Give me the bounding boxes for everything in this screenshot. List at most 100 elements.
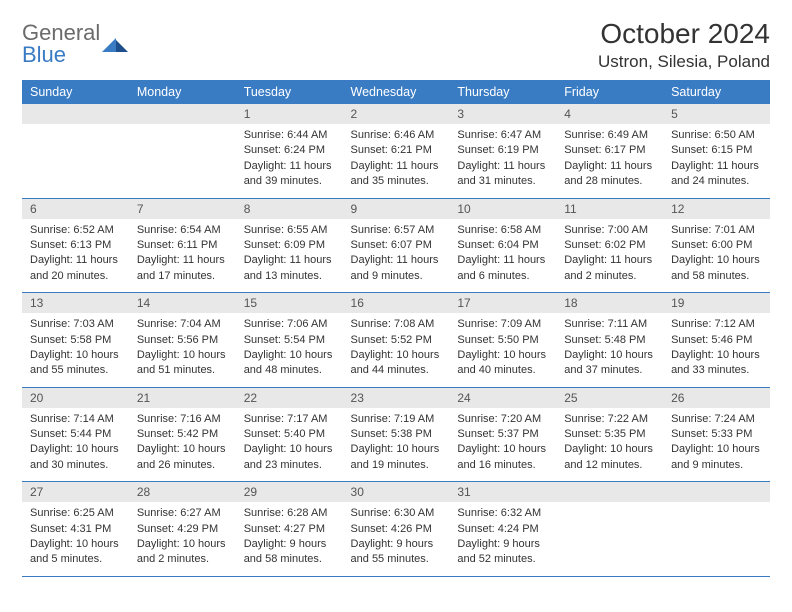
title-block: October 2024 Ustron, Silesia, Poland <box>598 18 770 72</box>
calendar-cell: 15Sunrise: 7:06 AMSunset: 5:54 PMDayligh… <box>236 293 343 388</box>
day-line: Daylight: 10 hours and 5 minutes. <box>30 537 121 568</box>
calendar-cell: 13Sunrise: 7:03 AMSunset: 5:58 PMDayligh… <box>22 293 129 388</box>
day-line: Sunset: 4:27 PM <box>244 522 335 537</box>
calendar-cell: 3Sunrise: 6:47 AMSunset: 6:19 PMDaylight… <box>449 104 556 198</box>
location-text: Ustron, Silesia, Poland <box>598 52 770 72</box>
day-number: 23 <box>343 388 450 408</box>
day-body: Sunrise: 6:32 AMSunset: 4:24 PMDaylight:… <box>449 502 556 576</box>
day-line: Daylight: 11 hours and 24 minutes. <box>671 159 762 190</box>
day-body: Sunrise: 6:49 AMSunset: 6:17 PMDaylight:… <box>556 124 663 198</box>
calendar-cell: 8Sunrise: 6:55 AMSunset: 6:09 PMDaylight… <box>236 198 343 293</box>
calendar-cell: 28Sunrise: 6:27 AMSunset: 4:29 PMDayligh… <box>129 482 236 577</box>
day-line: Sunrise: 6:47 AM <box>457 128 548 143</box>
calendar-cell: 29Sunrise: 6:28 AMSunset: 4:27 PMDayligh… <box>236 482 343 577</box>
day-number <box>663 482 770 502</box>
calendar-cell: 25Sunrise: 7:22 AMSunset: 5:35 PMDayligh… <box>556 387 663 482</box>
day-line: Daylight: 11 hours and 35 minutes. <box>351 159 442 190</box>
calendar-cell: 1Sunrise: 6:44 AMSunset: 6:24 PMDaylight… <box>236 104 343 198</box>
day-line: Daylight: 10 hours and 9 minutes. <box>671 442 762 473</box>
day-line: Daylight: 11 hours and 13 minutes. <box>244 253 335 284</box>
day-number: 28 <box>129 482 236 502</box>
header: General Blue October 2024 Ustron, Silesi… <box>22 18 770 72</box>
day-line: Sunrise: 7:01 AM <box>671 223 762 238</box>
day-body: Sunrise: 7:11 AMSunset: 5:48 PMDaylight:… <box>556 313 663 387</box>
day-line: Sunset: 5:48 PM <box>564 333 655 348</box>
day-line: Sunrise: 7:22 AM <box>564 412 655 427</box>
day-line: Daylight: 9 hours and 52 minutes. <box>457 537 548 568</box>
calendar-week-row: 1Sunrise: 6:44 AMSunset: 6:24 PMDaylight… <box>22 104 770 198</box>
weekday-header: Monday <box>129 80 236 104</box>
day-line: Sunset: 6:04 PM <box>457 238 548 253</box>
day-number: 1 <box>236 104 343 124</box>
calendar-cell: 19Sunrise: 7:12 AMSunset: 5:46 PMDayligh… <box>663 293 770 388</box>
day-body: Sunrise: 6:28 AMSunset: 4:27 PMDaylight:… <box>236 502 343 576</box>
day-line: Daylight: 10 hours and 48 minutes. <box>244 348 335 379</box>
day-number <box>556 482 663 502</box>
weekday-header: Friday <box>556 80 663 104</box>
day-number: 20 <box>22 388 129 408</box>
calendar-week-row: 27Sunrise: 6:25 AMSunset: 4:31 PMDayligh… <box>22 482 770 577</box>
calendar-cell: 21Sunrise: 7:16 AMSunset: 5:42 PMDayligh… <box>129 387 236 482</box>
calendar-cell: 7Sunrise: 6:54 AMSunset: 6:11 PMDaylight… <box>129 198 236 293</box>
calendar-cell <box>22 104 129 198</box>
day-body: Sunrise: 6:27 AMSunset: 4:29 PMDaylight:… <box>129 502 236 576</box>
day-number: 25 <box>556 388 663 408</box>
day-body: Sunrise: 6:44 AMSunset: 6:24 PMDaylight:… <box>236 124 343 198</box>
day-number: 21 <box>129 388 236 408</box>
calendar-cell: 18Sunrise: 7:11 AMSunset: 5:48 PMDayligh… <box>556 293 663 388</box>
day-line: Sunrise: 6:44 AM <box>244 128 335 143</box>
day-line: Sunset: 5:35 PM <box>564 427 655 442</box>
day-line: Daylight: 10 hours and 19 minutes. <box>351 442 442 473</box>
day-body: Sunrise: 6:55 AMSunset: 6:09 PMDaylight:… <box>236 219 343 293</box>
day-body <box>663 502 770 562</box>
weekday-header-row: Sunday Monday Tuesday Wednesday Thursday… <box>22 80 770 104</box>
page-title: October 2024 <box>598 18 770 50</box>
day-body: Sunrise: 7:16 AMSunset: 5:42 PMDaylight:… <box>129 408 236 482</box>
day-line: Sunset: 6:17 PM <box>564 143 655 158</box>
day-number: 8 <box>236 199 343 219</box>
day-body: Sunrise: 6:52 AMSunset: 6:13 PMDaylight:… <box>22 219 129 293</box>
calendar-cell: 16Sunrise: 7:08 AMSunset: 5:52 PMDayligh… <box>343 293 450 388</box>
day-line: Sunset: 6:13 PM <box>30 238 121 253</box>
calendar-cell: 22Sunrise: 7:17 AMSunset: 5:40 PMDayligh… <box>236 387 343 482</box>
day-line: Sunset: 6:15 PM <box>671 143 762 158</box>
day-line: Daylight: 11 hours and 39 minutes. <box>244 159 335 190</box>
day-line: Sunset: 5:44 PM <box>30 427 121 442</box>
day-number <box>22 104 129 124</box>
day-line: Sunset: 6:09 PM <box>244 238 335 253</box>
day-line: Sunrise: 7:20 AM <box>457 412 548 427</box>
logo: General Blue <box>22 18 128 66</box>
day-body: Sunrise: 7:01 AMSunset: 6:00 PMDaylight:… <box>663 219 770 293</box>
calendar-week-row: 13Sunrise: 7:03 AMSunset: 5:58 PMDayligh… <box>22 293 770 388</box>
day-body: Sunrise: 7:14 AMSunset: 5:44 PMDaylight:… <box>22 408 129 482</box>
day-line: Daylight: 9 hours and 55 minutes. <box>351 537 442 568</box>
day-number: 13 <box>22 293 129 313</box>
calendar-cell: 2Sunrise: 6:46 AMSunset: 6:21 PMDaylight… <box>343 104 450 198</box>
day-body: Sunrise: 7:20 AMSunset: 5:37 PMDaylight:… <box>449 408 556 482</box>
calendar-table: Sunday Monday Tuesday Wednesday Thursday… <box>22 80 770 577</box>
day-line: Sunset: 5:58 PM <box>30 333 121 348</box>
calendar-cell: 17Sunrise: 7:09 AMSunset: 5:50 PMDayligh… <box>449 293 556 388</box>
day-line: Sunrise: 6:32 AM <box>457 506 548 521</box>
day-body: Sunrise: 6:58 AMSunset: 6:04 PMDaylight:… <box>449 219 556 293</box>
calendar-cell <box>129 104 236 198</box>
day-line: Sunset: 4:24 PM <box>457 522 548 537</box>
day-body <box>22 124 129 184</box>
day-body: Sunrise: 6:47 AMSunset: 6:19 PMDaylight:… <box>449 124 556 198</box>
day-line: Sunset: 6:02 PM <box>564 238 655 253</box>
day-line: Daylight: 11 hours and 2 minutes. <box>564 253 655 284</box>
day-line: Daylight: 10 hours and 30 minutes. <box>30 442 121 473</box>
day-number: 19 <box>663 293 770 313</box>
weekday-header: Tuesday <box>236 80 343 104</box>
calendar-cell <box>556 482 663 577</box>
day-line: Sunrise: 6:27 AM <box>137 506 228 521</box>
weekday-header: Sunday <box>22 80 129 104</box>
day-number: 24 <box>449 388 556 408</box>
day-line: Sunset: 5:38 PM <box>351 427 442 442</box>
day-line: Daylight: 10 hours and 37 minutes. <box>564 348 655 379</box>
day-line: Sunrise: 7:19 AM <box>351 412 442 427</box>
day-number: 3 <box>449 104 556 124</box>
day-line: Sunset: 4:26 PM <box>351 522 442 537</box>
day-line: Sunrise: 7:00 AM <box>564 223 655 238</box>
day-line: Daylight: 11 hours and 17 minutes. <box>137 253 228 284</box>
